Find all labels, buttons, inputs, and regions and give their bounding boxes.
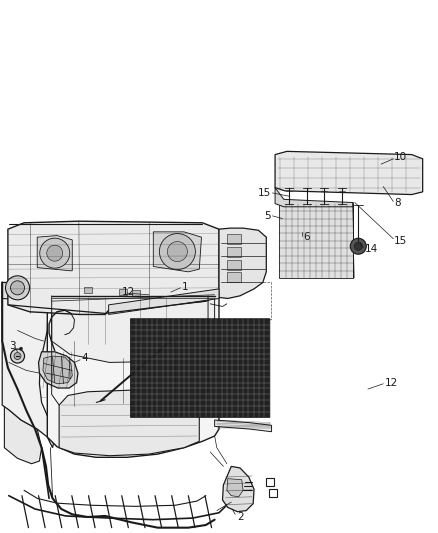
Polygon shape — [153, 232, 201, 272]
Polygon shape — [353, 203, 354, 278]
Circle shape — [350, 238, 366, 254]
Polygon shape — [227, 479, 243, 497]
Text: 15: 15 — [258, 188, 271, 198]
Bar — [119, 289, 127, 295]
Bar — [269, 489, 277, 497]
Polygon shape — [109, 289, 219, 314]
Bar — [279, 204, 353, 278]
Circle shape — [40, 238, 70, 268]
Circle shape — [159, 233, 195, 270]
Polygon shape — [2, 282, 47, 301]
Polygon shape — [223, 466, 254, 512]
Text: 2: 2 — [237, 512, 244, 522]
Text: 5: 5 — [264, 212, 271, 221]
Text: 15: 15 — [394, 236, 407, 246]
Polygon shape — [43, 356, 72, 384]
Circle shape — [11, 349, 25, 363]
Polygon shape — [215, 420, 272, 432]
Polygon shape — [37, 236, 72, 271]
Polygon shape — [2, 282, 55, 448]
Polygon shape — [47, 296, 219, 457]
Text: 3: 3 — [9, 342, 15, 351]
Polygon shape — [275, 188, 353, 207]
Circle shape — [167, 241, 187, 262]
Polygon shape — [4, 301, 109, 399]
Text: 14: 14 — [364, 245, 378, 254]
Bar — [266, 478, 274, 486]
Circle shape — [47, 245, 63, 261]
Polygon shape — [275, 151, 423, 195]
Text: 1: 1 — [182, 282, 188, 292]
Polygon shape — [52, 291, 215, 305]
Polygon shape — [219, 228, 266, 298]
Polygon shape — [52, 296, 215, 362]
Bar — [84, 287, 92, 294]
Bar — [227, 272, 241, 282]
Text: 4: 4 — [81, 353, 88, 363]
Polygon shape — [8, 221, 219, 314]
Circle shape — [20, 347, 22, 350]
Text: 6: 6 — [303, 232, 310, 242]
Text: 10: 10 — [394, 152, 407, 162]
Circle shape — [354, 242, 362, 251]
Bar — [132, 290, 140, 296]
Bar — [227, 260, 241, 270]
Polygon shape — [59, 390, 199, 456]
Polygon shape — [39, 352, 78, 388]
FancyBboxPatch shape — [131, 319, 270, 417]
Bar — [227, 247, 241, 257]
Circle shape — [6, 276, 29, 300]
Polygon shape — [4, 405, 42, 464]
Text: 12: 12 — [385, 378, 398, 387]
Circle shape — [14, 352, 21, 360]
Bar — [227, 234, 241, 244]
Text: 12: 12 — [122, 287, 135, 297]
Circle shape — [11, 281, 25, 295]
Text: 8: 8 — [394, 198, 401, 207]
